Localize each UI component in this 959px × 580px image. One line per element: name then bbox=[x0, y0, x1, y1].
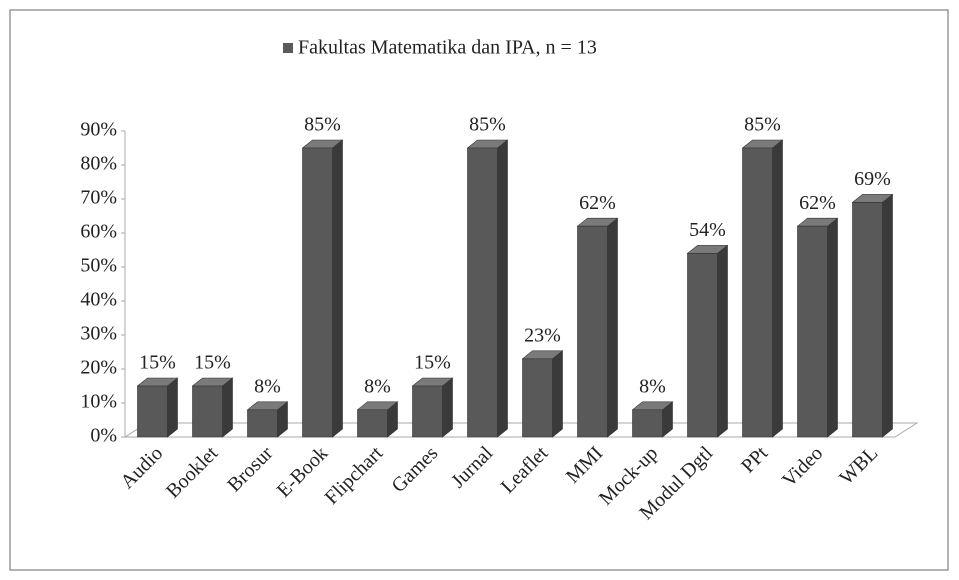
bar bbox=[466, 139, 509, 438]
bar-front bbox=[577, 225, 608, 438]
y-tick-label: 40% bbox=[80, 289, 117, 311]
bar-front bbox=[412, 385, 443, 438]
value-label: 85% bbox=[304, 114, 341, 136]
bar bbox=[686, 244, 729, 438]
bar-side bbox=[827, 217, 838, 438]
value-label: 8% bbox=[639, 375, 666, 397]
bar bbox=[851, 193, 894, 438]
bar-front bbox=[137, 385, 168, 438]
bar-front bbox=[302, 147, 333, 438]
y-tick-label: 30% bbox=[80, 323, 117, 345]
bar-front bbox=[797, 225, 828, 438]
bar bbox=[246, 401, 289, 438]
value-label: 54% bbox=[689, 219, 726, 241]
bar-front bbox=[742, 147, 773, 438]
y-tick-label: 50% bbox=[80, 255, 117, 277]
legend-swatch bbox=[283, 43, 293, 53]
value-label: 8% bbox=[254, 375, 281, 397]
bar-front bbox=[522, 358, 553, 438]
bar bbox=[301, 139, 344, 438]
y-tick-label: 70% bbox=[80, 187, 117, 209]
bar bbox=[741, 139, 784, 438]
value-label: 62% bbox=[579, 192, 616, 214]
bar bbox=[136, 377, 179, 438]
value-label: 85% bbox=[744, 114, 781, 136]
bar-front bbox=[357, 409, 388, 438]
bar-side bbox=[222, 377, 233, 438]
bar-front bbox=[852, 202, 883, 438]
bar-side bbox=[882, 193, 893, 438]
bar bbox=[356, 401, 399, 438]
bar bbox=[521, 350, 564, 438]
bar-side bbox=[772, 139, 783, 438]
value-label: 62% bbox=[799, 192, 836, 214]
bar-front bbox=[632, 409, 663, 438]
y-tick-label: 90% bbox=[80, 119, 117, 141]
bar-side bbox=[442, 377, 453, 438]
y-tick-label: 10% bbox=[80, 391, 117, 413]
y-tick-label: 60% bbox=[80, 221, 117, 243]
value-label: 8% bbox=[364, 375, 391, 397]
bar-front bbox=[687, 253, 718, 438]
bar bbox=[796, 217, 839, 438]
bar-side bbox=[497, 139, 508, 438]
bar-side bbox=[167, 377, 178, 438]
bar-side bbox=[607, 217, 618, 438]
bar bbox=[631, 401, 674, 438]
value-label: 15% bbox=[414, 352, 451, 374]
bar-front bbox=[247, 409, 278, 438]
value-label: 85% bbox=[469, 114, 506, 136]
bar bbox=[191, 377, 234, 438]
bar-front bbox=[467, 147, 498, 438]
bar-side bbox=[552, 350, 563, 438]
y-tick-label: 80% bbox=[80, 153, 117, 175]
value-label: 15% bbox=[194, 352, 231, 374]
bar-front bbox=[192, 385, 223, 438]
bar bbox=[411, 377, 454, 438]
bar bbox=[576, 217, 619, 438]
value-label: 23% bbox=[524, 324, 561, 346]
y-tick-label: 20% bbox=[80, 357, 117, 379]
bar-side bbox=[717, 244, 728, 438]
y-tick-label: 0% bbox=[90, 425, 117, 447]
value-label: 15% bbox=[139, 352, 176, 374]
bar-side bbox=[332, 139, 343, 438]
value-label: 69% bbox=[854, 168, 891, 190]
legend-label: Fakultas Matematika dan IPA, n = 13 bbox=[298, 37, 597, 59]
